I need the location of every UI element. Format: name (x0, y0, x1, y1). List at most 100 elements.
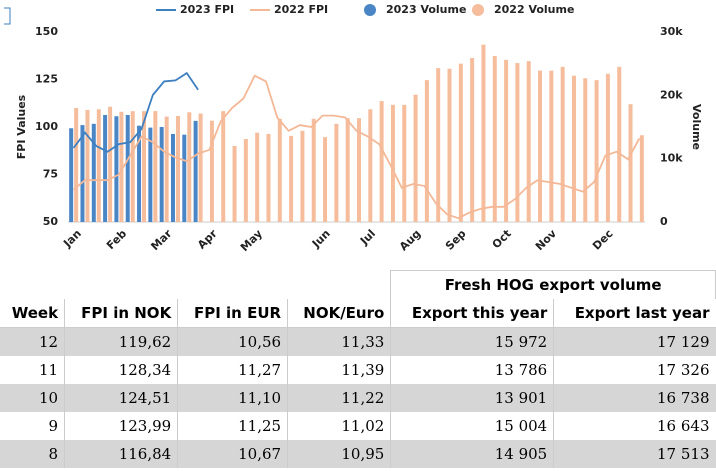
line (73, 74, 641, 220)
table-row: 10 124,51 11,10 11,22 13 901 16 738 (0, 384, 716, 412)
table-body: 12 119,62 10,56 11,33 15 972 17 129 11 128,34 11… (0, 327, 716, 468)
bar (289, 135, 294, 222)
table-cell: 10,67 (177, 440, 289, 468)
table-cell: 116,84 (64, 440, 179, 468)
bar (334, 123, 339, 222)
bar (148, 127, 153, 222)
column-header: Week (0, 299, 66, 328)
column-header: Export this year (390, 299, 555, 328)
bar (538, 70, 543, 222)
bar (311, 118, 316, 222)
y-tick-label: 50 (43, 215, 59, 228)
column-header: FPI in EUR (177, 299, 289, 328)
bar (481, 44, 486, 222)
bar (69, 128, 74, 222)
bar (594, 80, 599, 222)
x-tick-label: May (238, 227, 265, 254)
decoration (4, 7, 11, 25)
bar (119, 111, 124, 222)
bar (91, 123, 96, 222)
table-cell: 11 (0, 356, 66, 384)
y-tick-label: 150 (35, 25, 58, 38)
y2-axis-title: Volume (690, 104, 703, 150)
table-cell: 16 643 (657, 417, 710, 435)
data-table: Fresh HOG export volume Week FPI in NOK FP… (0, 270, 716, 468)
x-tick-label: Oct (490, 227, 514, 251)
x-tick-label: Apr (195, 227, 220, 252)
bar (164, 116, 169, 222)
table-cell: 14 905 (390, 440, 555, 468)
bar (125, 114, 130, 222)
x-tick-label: Aug (397, 227, 423, 253)
x-tick-label: Dec (590, 227, 616, 253)
bar (108, 106, 113, 222)
bar (492, 56, 497, 222)
table-cell: 16 738 (553, 384, 716, 412)
table-cell: 17 129 (553, 327, 716, 356)
table-cell: 119,62 (64, 327, 179, 356)
bar (232, 146, 237, 222)
bar (402, 104, 407, 222)
bar (96, 109, 101, 222)
table-row: 11 128,34 11,27 11,39 13 786 17 326 (0, 356, 716, 384)
bar (560, 66, 565, 222)
table-cell: 11,22 (287, 384, 392, 412)
table-cell: 11,33 (287, 327, 392, 356)
bar (571, 75, 576, 222)
table-cell: 11,02 (287, 412, 392, 440)
bar (628, 104, 633, 222)
y2-tick-label: 30k (660, 25, 683, 38)
bar (639, 135, 644, 222)
header-row: Week FPI in NOK FPI in EUR NOK/Euro Export t… (0, 299, 716, 328)
bar (209, 120, 214, 222)
x-tick-label: Sep (443, 227, 469, 253)
table-cell: 11,39 (287, 356, 392, 384)
y-tick-label: 125 (35, 73, 58, 86)
table-row: 8 116,84 10,67 10,95 14 905 17 513 (0, 440, 716, 468)
bar (617, 66, 622, 222)
line (72, 71, 199, 153)
x-tick-label: Nov (533, 226, 560, 253)
x-tick-label: Feb (104, 227, 129, 252)
bar (447, 68, 452, 222)
bar (357, 118, 361, 222)
bar (424, 80, 429, 222)
table-row: 9 123,99 11,25 11,02 15 004 16 643 (0, 412, 716, 440)
table-cell: 15 004 (390, 412, 555, 440)
bar (504, 59, 509, 222)
table-cell: 124,51 (64, 384, 179, 412)
y2-tick-label: 10k (660, 152, 683, 165)
table-cell: 10,56 (177, 327, 289, 356)
y-tick-label: 75 (43, 168, 58, 181)
column-header: NOK/Euro (287, 299, 392, 328)
y2-tick-label: 20k (660, 88, 683, 101)
bar (80, 125, 85, 222)
table-cell: 8 (0, 440, 66, 468)
bar (103, 114, 108, 222)
bar (159, 126, 164, 222)
y2-tick-label: 0 (660, 215, 668, 228)
bar (549, 70, 554, 222)
bar (390, 104, 395, 222)
bar (170, 133, 175, 222)
table-cell: 9 (0, 412, 66, 440)
bar (458, 63, 463, 222)
bar (323, 137, 328, 222)
bar (221, 111, 226, 222)
table-cell: 11,27 (177, 356, 289, 384)
table-row: 12 119,62 10,56 11,33 15 972 17 129 (0, 327, 716, 356)
table-cell: 11,10 (177, 384, 289, 412)
bar (182, 134, 187, 222)
legend-label: 2022 FPI (274, 3, 328, 16)
bar (187, 112, 192, 222)
table-cell: 17 513 (553, 440, 716, 468)
blank (0, 271, 391, 300)
column-header: FPI in NOK (64, 299, 179, 328)
bar (266, 133, 271, 222)
x-tick-label: Jul (357, 227, 378, 248)
bar (368, 109, 373, 222)
x-tick-label: Jun (309, 227, 333, 251)
bar (74, 108, 79, 222)
legend-label: 2022 Volume (494, 3, 574, 16)
